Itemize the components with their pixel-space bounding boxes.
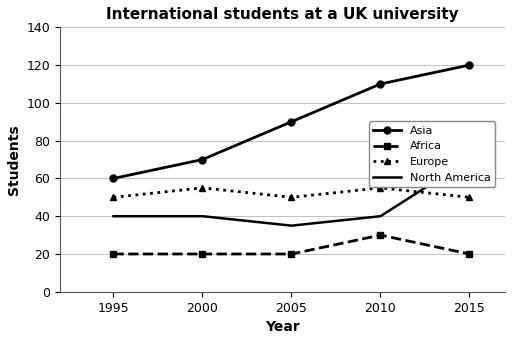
Africa [466, 252, 473, 256]
Asia [377, 82, 383, 86]
North America [377, 214, 383, 218]
Africa [199, 252, 205, 256]
Africa [377, 233, 383, 237]
North America [466, 158, 473, 162]
Y-axis label: Students: Students [7, 124, 21, 195]
Europe [288, 195, 294, 199]
Asia [288, 120, 294, 124]
North America [111, 214, 117, 218]
Line: Asia: Asia [110, 62, 473, 182]
North America [199, 214, 205, 218]
North America [288, 224, 294, 228]
Europe [466, 195, 473, 199]
Legend: Asia, Africa, Europe, North America: Asia, Africa, Europe, North America [369, 121, 495, 187]
Line: Africa: Africa [110, 232, 473, 257]
Africa [111, 252, 117, 256]
Title: International students at a UK university: International students at a UK universit… [106, 7, 459, 22]
X-axis label: Year: Year [265, 320, 300, 334]
Africa [288, 252, 294, 256]
Europe [377, 186, 383, 190]
Line: Europe: Europe [110, 184, 473, 201]
Europe [111, 195, 117, 199]
Line: North America: North America [114, 160, 470, 226]
Asia [111, 176, 117, 180]
Asia [199, 158, 205, 162]
Asia [466, 63, 473, 67]
Europe [199, 186, 205, 190]
